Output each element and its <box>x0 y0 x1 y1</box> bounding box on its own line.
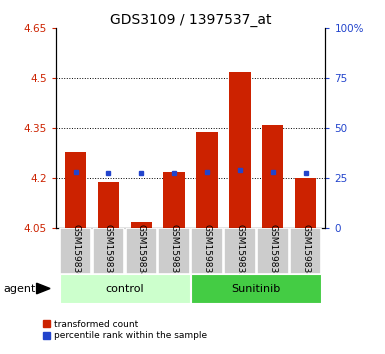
Text: GSM159835: GSM159835 <box>170 224 179 279</box>
Text: agent: agent <box>4 284 36 293</box>
Text: control: control <box>105 284 144 293</box>
Bar <box>262 125 283 228</box>
Bar <box>126 228 157 274</box>
Bar <box>229 72 251 228</box>
Bar <box>191 228 223 274</box>
Bar <box>224 228 256 274</box>
Text: GSM159830: GSM159830 <box>71 224 80 279</box>
Text: GSM159834: GSM159834 <box>137 224 146 279</box>
Polygon shape <box>37 283 50 294</box>
Bar <box>191 274 321 303</box>
Bar <box>164 172 185 228</box>
Text: GSM159838: GSM159838 <box>301 224 310 279</box>
Bar <box>158 228 190 274</box>
Bar <box>60 274 190 303</box>
Bar <box>98 182 119 228</box>
Legend: transformed count, percentile rank within the sample: transformed count, percentile rank withi… <box>43 320 207 340</box>
Text: GSM159831: GSM159831 <box>203 224 211 279</box>
Bar <box>196 132 218 228</box>
Text: GSM159832: GSM159832 <box>235 224 244 279</box>
Bar <box>60 228 91 274</box>
Bar <box>295 178 316 228</box>
Text: GSM159837: GSM159837 <box>268 224 277 279</box>
Text: GSM159833: GSM159833 <box>104 224 113 279</box>
Bar <box>65 152 86 228</box>
Bar <box>93 228 124 274</box>
Bar <box>131 222 152 228</box>
Bar <box>290 228 321 274</box>
Text: Sunitinib: Sunitinib <box>232 284 281 293</box>
Title: GDS3109 / 1397537_at: GDS3109 / 1397537_at <box>110 13 271 27</box>
Bar <box>257 228 288 274</box>
